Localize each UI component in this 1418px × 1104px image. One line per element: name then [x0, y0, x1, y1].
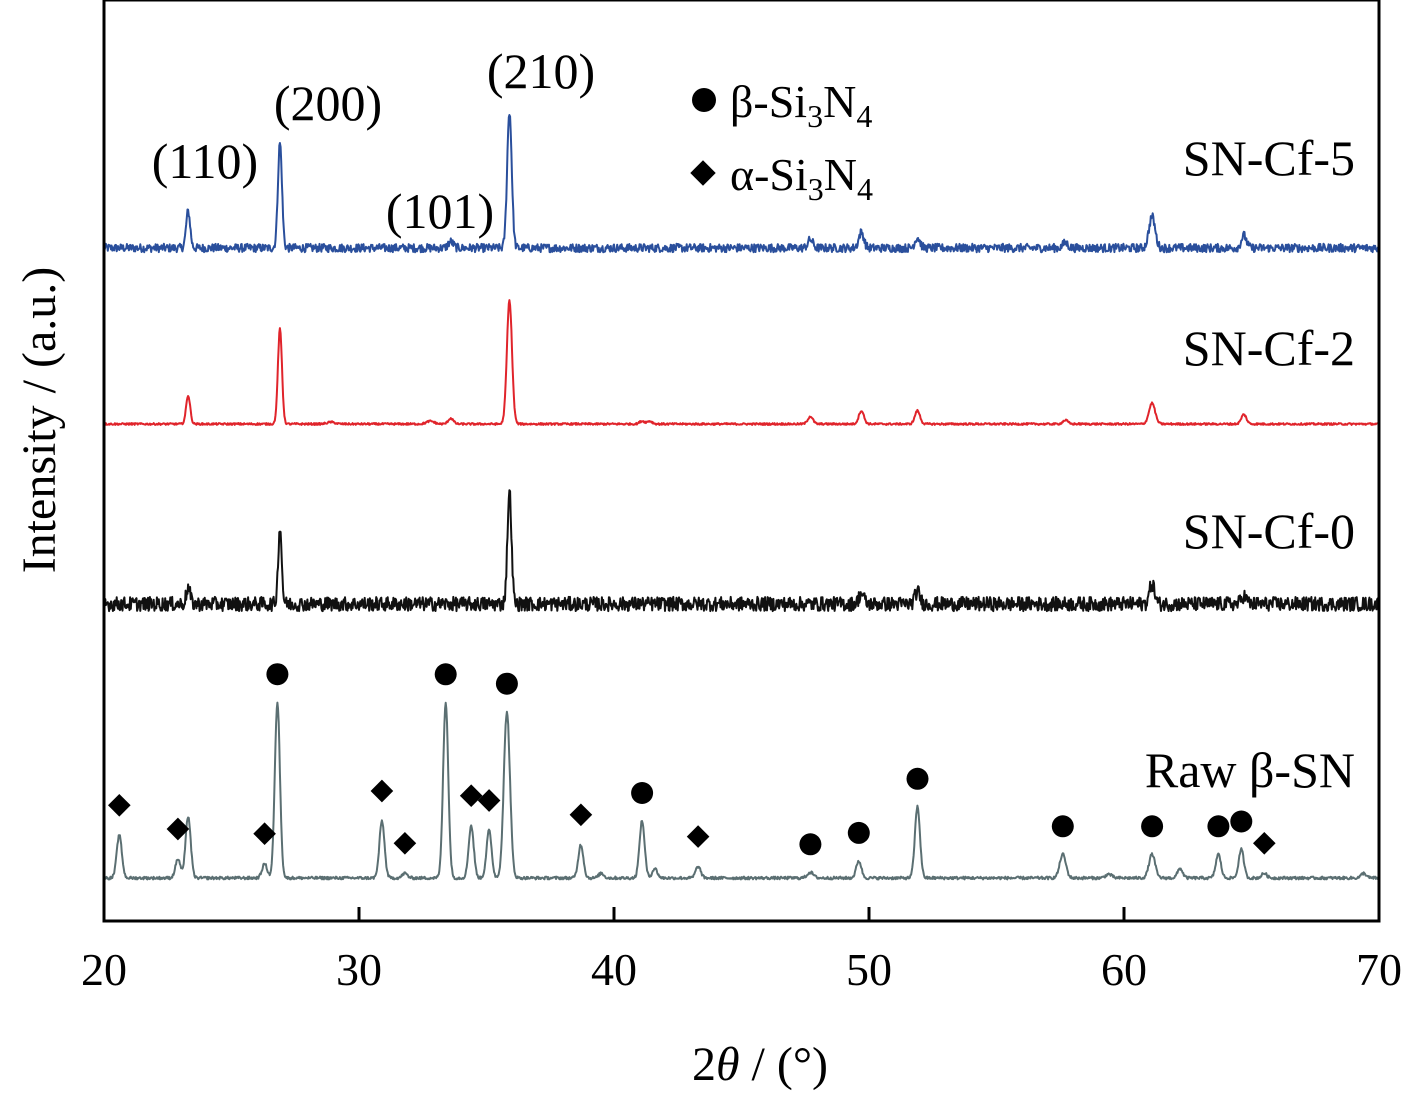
- x-axis-ticks: 20 30 40 50 60 70: [81, 907, 1402, 995]
- beta-marker-10: [1230, 810, 1253, 833]
- legend-circle-marker: [692, 88, 716, 112]
- alpha-marker-7: [569, 803, 593, 827]
- x-tick-label-3: 50: [846, 944, 892, 995]
- series-label-1: SN-Cf-2: [1183, 320, 1355, 376]
- x-tick-label-4: 60: [1101, 944, 1147, 995]
- beta-marker-7: [1051, 815, 1074, 838]
- x-tick-label-1: 30: [336, 944, 382, 995]
- hkl-label-1: (200): [274, 75, 382, 131]
- beta-marker-6: [906, 767, 929, 790]
- beta-marker-1: [434, 663, 457, 686]
- beta-marker-4: [799, 833, 822, 856]
- pattern-traces: [103, 114, 1380, 881]
- series-line-3: [103, 701, 1380, 881]
- series-label-3: Raw β-SN: [1145, 742, 1355, 798]
- phase-markers: [107, 663, 1276, 856]
- x-tick-label-2: 40: [591, 944, 637, 995]
- plot-frame: [102, 0, 1381, 923]
- series-line-0: [103, 114, 1380, 254]
- alpha-marker-3: [370, 779, 394, 803]
- alpha-marker-5: [459, 784, 483, 808]
- beta-marker-8: [1141, 815, 1164, 838]
- beta-marker-0: [266, 663, 289, 686]
- hkl-label-0: (110): [152, 133, 258, 189]
- legend-beta-label: β-Si3N4: [730, 76, 872, 134]
- series-label-2: SN-Cf-0: [1183, 503, 1355, 559]
- legend-alpha-label: α-Si3N4: [730, 149, 873, 207]
- beta-marker-3: [631, 782, 654, 804]
- legend-entry-beta: β-Si3N4: [692, 76, 872, 134]
- series-line-1: [103, 299, 1380, 426]
- x-tick-label-5: 70: [1356, 944, 1402, 995]
- alpha-marker-8: [686, 825, 710, 848]
- beta-marker-5: [847, 821, 870, 844]
- beta-marker-9: [1207, 815, 1230, 838]
- y-axis-title: Intensity / (a.u.): [13, 267, 66, 574]
- beta-marker-2: [495, 672, 518, 695]
- legend-diamond-marker: [690, 160, 716, 186]
- hkl-label-3: (210): [487, 43, 595, 99]
- alpha-marker-6: [477, 789, 501, 812]
- alpha-marker-2: [253, 822, 276, 846]
- x-tick-label-0: 20: [81, 944, 127, 995]
- hkl-label-2: (101): [386, 183, 494, 239]
- alpha-marker-0: [107, 793, 131, 817]
- alpha-marker-9: [1252, 831, 1276, 855]
- legend: β-Si3N4 α-Si3N4: [690, 76, 873, 207]
- legend-entry-alpha: α-Si3N4: [690, 149, 873, 207]
- alpha-marker-4: [393, 831, 417, 855]
- series-line-2: [103, 489, 1380, 613]
- series-label-0: SN-Cf-5: [1183, 130, 1355, 186]
- x-axis-title: 2θ / (°): [692, 1038, 828, 1091]
